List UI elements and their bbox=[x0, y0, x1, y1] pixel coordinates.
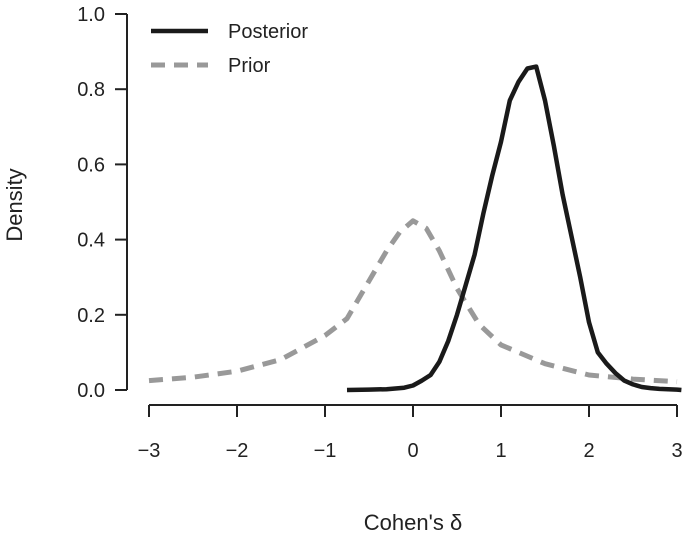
x-tick-label: 0 bbox=[407, 440, 418, 462]
plot-area bbox=[148, 64, 682, 393]
y-tick-label: 1.0 bbox=[77, 4, 105, 26]
x-tick-label: −2 bbox=[226, 440, 249, 462]
y-tick-label: 0.2 bbox=[77, 305, 105, 327]
x-tick-label: −1 bbox=[314, 440, 337, 462]
x-tick-label: −3 bbox=[138, 440, 161, 462]
x-tick-label: 1 bbox=[495, 440, 506, 462]
y-tick-label: 0.8 bbox=[77, 79, 105, 101]
y-axis-label: Density bbox=[2, 168, 27, 241]
x-tick-label: 3 bbox=[671, 440, 682, 462]
series-line-prior bbox=[148, 218, 678, 385]
x-axis-label: Cohen's δ bbox=[364, 510, 462, 535]
legend: Posterior Prior bbox=[151, 21, 308, 77]
legend-label-prior: Prior bbox=[228, 55, 271, 77]
y-axis: 0.0 0.2 0.4 0.6 0.8 1.0 bbox=[77, 4, 128, 402]
x-axis: −3 −2 −1 0 1 2 3 bbox=[138, 404, 683, 462]
legend-label-posterior: Posterior bbox=[228, 21, 308, 43]
y-tick-label: 0.6 bbox=[77, 154, 105, 176]
x-tick-label: 2 bbox=[583, 440, 594, 462]
y-tick-label: 0.0 bbox=[77, 380, 105, 402]
series-line-posterior bbox=[346, 64, 682, 393]
y-tick-label: 0.4 bbox=[77, 230, 105, 252]
